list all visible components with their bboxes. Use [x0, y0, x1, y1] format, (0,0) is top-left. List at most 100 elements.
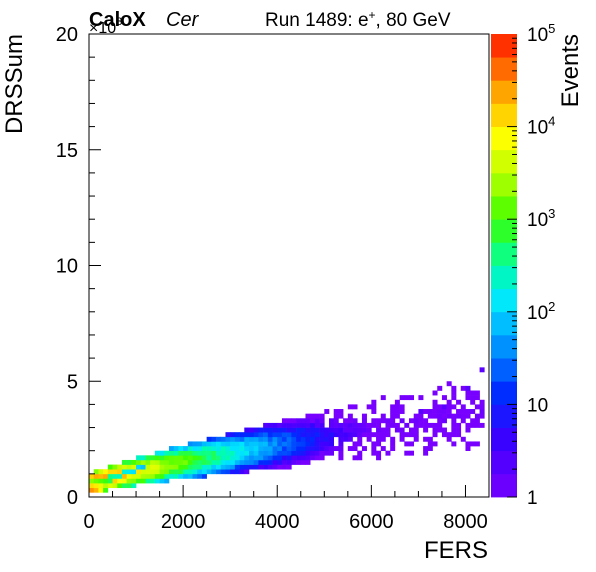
- heatmap-cell: [465, 409, 471, 414]
- heatmap-cell: [93, 483, 99, 489]
- heatmap-cell: [432, 441, 438, 447]
- heatmap-cell: [380, 413, 386, 419]
- heatmap-cell: [154, 455, 160, 461]
- heatmap-cell: [432, 390, 438, 396]
- heatmap-cell: [211, 464, 217, 470]
- heatmap-cell: [197, 441, 203, 447]
- heatmap-cell: [470, 418, 476, 424]
- heatmap-cell: [324, 409, 330, 414]
- heatmap-cell: [281, 436, 287, 442]
- heatmap-cell: [253, 464, 259, 470]
- heatmap-cell: [291, 422, 297, 428]
- heatmap-cell: [216, 436, 222, 442]
- heatmap-cell: [277, 432, 283, 438]
- heatmap-cell: [234, 450, 240, 456]
- x-tick-label: 0: [83, 511, 94, 533]
- heatmap-cell: [479, 413, 485, 419]
- heatmap-cell: [192, 459, 198, 465]
- heatmap-cell: [159, 459, 165, 465]
- heatmap-cell: [357, 432, 363, 438]
- y-multiplier-exp: 3: [116, 16, 122, 28]
- heatmap-cell: [286, 441, 292, 447]
- heatmap-cell: [314, 436, 320, 442]
- heatmap-cell: [465, 413, 471, 419]
- heatmap-cell: [136, 478, 142, 484]
- heatmap-cell: [225, 432, 231, 438]
- heatmap-cell: [187, 441, 193, 447]
- heatmap-cell: [187, 473, 193, 479]
- heatmap-cell: [399, 436, 405, 442]
- heatmap-cell: [423, 409, 429, 414]
- heatmap-cell: [333, 413, 339, 419]
- heatmap-cell: [244, 459, 250, 465]
- heatmap-cell: [206, 436, 212, 442]
- heatmap-cell: [220, 436, 226, 442]
- heatmap-cell: [324, 427, 330, 433]
- z-tick-label: 10: [527, 395, 548, 416]
- z-tick-label: 105: [527, 21, 555, 46]
- heatmap-cell: [272, 422, 278, 428]
- heatmap-cell: [234, 446, 240, 451]
- heatmap-cell: [150, 459, 156, 465]
- heatmap-cell: [225, 436, 231, 442]
- heatmap-cell: [272, 432, 278, 438]
- heatmap-cell: [310, 422, 316, 428]
- heatmap-cell: [465, 385, 471, 391]
- z-tick-label: 102: [527, 299, 555, 324]
- heatmap-cell: [220, 455, 226, 461]
- heatmap-cell: [183, 450, 189, 456]
- heatmap-cell: [164, 469, 170, 475]
- heatmap-cell: [206, 464, 212, 470]
- heatmap-cell: [206, 441, 212, 447]
- heatmap-cell: [413, 413, 419, 419]
- heatmap-cell: [244, 469, 250, 475]
- heatmap-cell: [371, 422, 377, 428]
- heatmap-cell: [159, 473, 165, 479]
- heatmap-cell: [225, 464, 231, 470]
- heatmap-cell: [230, 459, 236, 465]
- colorbar-segment: [491, 404, 517, 428]
- heatmap-cell: [390, 404, 396, 410]
- heatmap-cell: [357, 441, 363, 447]
- heatmap-cell: [197, 446, 203, 451]
- heatmap-cell: [121, 478, 127, 484]
- heatmap-cell: [329, 441, 335, 447]
- heatmap-cell: [333, 422, 339, 428]
- heatmap-cell: [305, 413, 311, 419]
- heatmap-cell: [423, 427, 429, 433]
- heatmap-cell: [347, 418, 353, 424]
- heatmap-cell: [291, 427, 297, 433]
- heatmap-cell: [234, 441, 240, 447]
- heatmap-cell: [432, 409, 438, 414]
- heatmap-cell: [300, 418, 306, 424]
- heatmap-cell: [352, 432, 358, 438]
- heatmap-cell: [296, 432, 302, 438]
- heatmap-cell: [418, 409, 424, 414]
- heatmap-cell: [145, 455, 151, 461]
- heatmap-cell: [178, 450, 184, 456]
- heatmap-cell: [427, 409, 433, 414]
- heatmap-cell: [479, 404, 485, 410]
- heatmap-cell: [267, 464, 273, 470]
- heatmap-cell: [343, 432, 349, 438]
- heatmap-cell: [263, 436, 269, 442]
- heatmap-cell: [456, 422, 462, 428]
- heatmap-cell: [474, 404, 480, 410]
- heatmap-cell: [300, 436, 306, 442]
- heatmap-cell: [131, 459, 137, 465]
- heatmap-cell: [399, 409, 405, 414]
- heatmap-cell: [154, 459, 160, 465]
- heatmap-cell: [234, 455, 240, 461]
- heatmap-cell: [150, 464, 156, 470]
- heatmap-cell: [216, 459, 222, 465]
- heatmap-cell: [427, 446, 433, 451]
- heatmap-cell: [366, 404, 372, 410]
- heatmap-cell: [333, 427, 339, 433]
- heatmap-cell: [371, 409, 377, 414]
- heatmap-cell: [183, 446, 189, 451]
- heatmap-cell: [169, 455, 175, 461]
- heatmap-cell: [413, 418, 419, 424]
- heatmap-cell: [201, 441, 207, 447]
- heatmap-cell: [380, 418, 386, 424]
